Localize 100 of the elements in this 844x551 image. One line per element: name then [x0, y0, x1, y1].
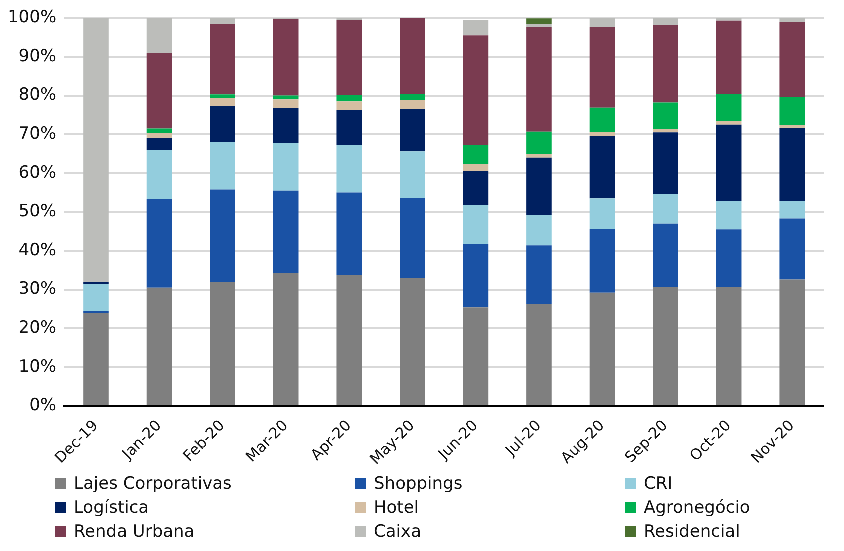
bar: [780, 218, 806, 280]
bar: [400, 18, 426, 94]
bar: [210, 98, 236, 106]
bar: [780, 128, 806, 202]
bar: [273, 143, 299, 191]
bar: [526, 215, 552, 246]
y-tick-label: 80%: [18, 85, 57, 106]
bar: [273, 108, 299, 144]
bar: [653, 129, 678, 133]
bar: [463, 244, 489, 308]
y-tick-label: 50%: [18, 202, 57, 222]
bar: [526, 18, 552, 24]
bar: [716, 20, 742, 94]
bar: [400, 108, 426, 152]
legend-label: CRI: [644, 474, 673, 494]
bar: [273, 274, 299, 406]
bar: [590, 229, 616, 293]
bar: [84, 284, 109, 312]
bar: [590, 18, 616, 28]
legend-label: Lajes Corporativas: [74, 474, 232, 494]
bar: [463, 145, 489, 164]
bar: [780, 201, 806, 219]
legend-label: Caixa: [374, 522, 422, 542]
bar: [780, 97, 806, 126]
bar: [526, 28, 552, 132]
bar: [653, 18, 678, 26]
y-tick-label: 10%: [18, 356, 57, 377]
bar: [84, 18, 109, 282]
bar: [146, 150, 172, 200]
bar: [590, 28, 616, 108]
bar: [526, 24, 552, 28]
bar: [716, 121, 742, 125]
bar: [146, 199, 172, 288]
bar: [716, 201, 742, 230]
bar: [210, 106, 236, 142]
bar: [780, 18, 806, 22]
y-tick-label: 20%: [18, 318, 57, 338]
legend-label: Residencial: [644, 522, 740, 542]
bar: [336, 95, 362, 102]
bar: [526, 246, 552, 304]
bar: [526, 154, 552, 158]
legend-label: Shoppings: [374, 474, 463, 494]
bar: [653, 224, 678, 288]
bar: [653, 132, 678, 194]
bar: [210, 142, 236, 190]
bar: [526, 304, 552, 406]
y-tick-label: 60%: [18, 162, 57, 183]
bar: [146, 128, 172, 134]
bar: [273, 100, 299, 108]
legend-label: Agronegócio: [644, 498, 750, 518]
bar: [716, 18, 742, 21]
legend-label: Renda Urbana: [74, 522, 195, 542]
y-tick-label: 100%: [8, 8, 57, 28]
bar: [336, 102, 362, 110]
bar: [400, 278, 426, 406]
legend-label: Logística: [74, 498, 150, 518]
y-tick-label: 90%: [18, 46, 57, 66]
bar: [146, 138, 172, 150]
bar: [400, 100, 426, 109]
bar: [400, 94, 426, 100]
legend-label: Hotel: [374, 498, 420, 518]
bar: [146, 133, 172, 138]
bar: [210, 18, 236, 24]
y-tick-label: 40%: [18, 240, 57, 260]
bar: [146, 18, 172, 54]
bar: [400, 152, 426, 198]
bar: [653, 287, 678, 406]
bar: [400, 198, 426, 279]
bar: [780, 22, 806, 98]
bar: [84, 313, 109, 406]
bar: [780, 125, 806, 128]
bar: [526, 158, 552, 216]
bar: [653, 25, 678, 103]
bar: [590, 108, 616, 132]
bar: [463, 20, 489, 36]
bar: [210, 24, 236, 95]
bar: [210, 282, 236, 406]
bar: [273, 19, 299, 96]
y-tick-label: 30%: [18, 279, 57, 300]
bar: [463, 36, 489, 146]
bar: [210, 190, 236, 282]
bar: [463, 171, 489, 206]
bar: [716, 287, 742, 406]
bar: [780, 280, 806, 406]
bar: [463, 164, 489, 172]
bar: [653, 102, 678, 130]
bar: [336, 110, 362, 146]
bar: [653, 194, 678, 224]
y-tick-label: 0%: [30, 396, 57, 416]
bar: [590, 292, 616, 406]
bar: [463, 308, 489, 406]
bar: [336, 192, 362, 276]
bar: [273, 190, 299, 274]
bar: [526, 132, 552, 154]
bar: [336, 20, 362, 96]
y-tick-label: 70%: [18, 124, 57, 144]
bar: [716, 94, 742, 122]
bar: [716, 124, 742, 202]
bar: [336, 275, 362, 406]
bar: [210, 94, 236, 98]
